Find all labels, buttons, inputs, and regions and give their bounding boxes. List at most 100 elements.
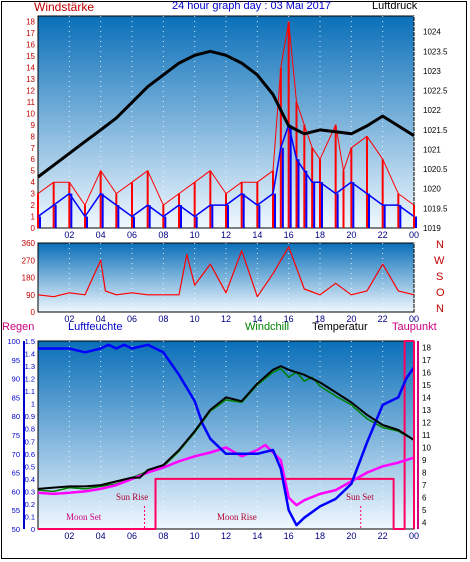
x-tick-label: 08 [158, 531, 168, 541]
x-tick-label: 06 [127, 314, 137, 324]
wind-tick-label: 7 [31, 144, 36, 153]
legend-dewpoint: Taupunkt [392, 321, 437, 333]
temperature-tick-label: 14 [422, 393, 431, 402]
plot-area-2 [37, 242, 415, 313]
pressure-tick-label: 1021 [423, 145, 441, 154]
wind-tick-label: 6 [31, 155, 36, 164]
wind-tick-label: 15 [26, 52, 35, 61]
legend-rain: Regen [2, 321, 35, 333]
wind-tick-label: 16 [26, 41, 35, 50]
x-tick-label: 12 [221, 314, 231, 324]
luftfeuchte-line [38, 343, 416, 527]
x-tick-label: 04 [96, 531, 106, 541]
moon-rise-label: Moon Rise [217, 512, 257, 522]
direction-tick-label: 360 [22, 239, 36, 248]
right-axis-title: Luftdruck [372, 0, 418, 12]
x-tick-label: 04 [96, 230, 106, 240]
pressure-tick-label: 1023.5 [423, 47, 448, 56]
plot-area-3 [37, 340, 415, 530]
sun-set-label: Sun Set [346, 492, 374, 502]
compass-west: W [434, 255, 445, 267]
rain-tick-label: 1.2 [25, 375, 35, 384]
pressure-tick-label: 1022 [423, 106, 441, 115]
temperature-tick-label: 18 [422, 343, 431, 352]
temperature-tick-label: 6 [422, 494, 427, 503]
x-tick-label: 18 [315, 531, 325, 541]
x-tick-label: 22 [378, 230, 388, 240]
temperature-tick-label: 10 [422, 444, 431, 453]
rain-tick-label: 0.1 [25, 512, 35, 521]
rain-tick-label: 1.4 [25, 350, 35, 359]
wind-tick-label: 0 [31, 224, 36, 233]
rain-tick-label: 0.8 [25, 425, 35, 434]
x-tick-label: 16 [284, 314, 294, 324]
legend-humidity: Luftfeuchte [68, 321, 123, 333]
temperature-tick-label: 16 [422, 368, 431, 377]
temperature-tick-label: 15 [422, 381, 431, 390]
wind-tick-label: 3 [31, 190, 36, 199]
taupunkt-line [37, 443, 415, 507]
pressure-tick-label: 1023 [423, 67, 441, 76]
rain-tick-label: 1.5 [25, 337, 35, 346]
wind-average-line [37, 124, 415, 218]
compass-east: O [436, 287, 445, 299]
rain-tick-label: 0 [31, 525, 35, 534]
pressure-tick-label: 1020.5 [423, 165, 448, 174]
x-tick-label: 00 [409, 531, 419, 541]
humidity-tick-label: 90 [12, 375, 20, 384]
rain-tick-label: 0.4 [25, 475, 35, 484]
rain-tick-label: 1.3 [25, 362, 35, 371]
x-tick-label: 14 [252, 531, 262, 541]
x-tick-label: 22 [378, 531, 388, 541]
x-tick-label: 12 [221, 531, 231, 541]
humidity-tick-label: 50 [12, 525, 20, 534]
wind-tick-label: 10 [26, 109, 35, 118]
compass-north-bottom: N [436, 303, 444, 315]
humidity-tick-label: 55 [12, 506, 20, 515]
pressure-tick-label: 1019.5 [423, 204, 448, 213]
wind-tick-label: 1 [31, 213, 36, 222]
pressure-tick-label: 1021.5 [423, 126, 448, 135]
chart-title: 24 hour graph day : 03 Mai 2017 [172, 0, 332, 12]
x-tick-label: 10 [190, 531, 200, 541]
humidity-tick-label: 65 [12, 469, 20, 478]
wind-tick-label: 11 [27, 98, 36, 107]
rain-tick-label: 1 [31, 400, 35, 409]
pressure-tick-label: 1019 [423, 224, 441, 233]
rain-tick-label: 1.1 [25, 387, 35, 396]
temperature-tick-label: 4 [422, 519, 427, 528]
humidity-tick-label: 60 [12, 487, 20, 496]
wind-tick-label: 5 [31, 167, 36, 176]
x-tick-label: 16 [284, 230, 294, 240]
wind-tick-label: 12 [26, 86, 35, 95]
legend-windchill: Windchill [245, 321, 290, 333]
x-tick-label: 12 [221, 230, 231, 240]
rain-tick-label: 0.3 [25, 487, 35, 496]
x-tick-label: 02 [64, 230, 74, 240]
wind-tick-label: 9 [31, 121, 36, 130]
wind-direction-line [37, 246, 415, 298]
sonne-line [38, 340, 414, 530]
temperature-tick-label: 5 [422, 506, 427, 515]
wind-tick-label: 13 [26, 75, 35, 84]
wind-tick-label: 4 [31, 178, 36, 187]
temperature-tick-label: 17 [422, 356, 431, 365]
rain-tick-label: 0.7 [25, 437, 35, 446]
x-tick-label: 06 [127, 230, 137, 240]
humidity-tick-label: 80 [12, 412, 20, 421]
pressure-tick-label: 1020 [423, 185, 441, 194]
x-tick-label: 14 [252, 230, 262, 240]
sun-rise-label: Sun Rise [116, 492, 148, 502]
temperatur-line [37, 365, 415, 490]
compass-north-top: N [436, 239, 444, 251]
humidity-tick-label: 70 [12, 450, 20, 459]
x-tick-label: 20 [346, 531, 356, 541]
legend-temperature: Temperatur [312, 321, 368, 333]
pressure-tick-label: 1022.5 [423, 87, 448, 96]
x-tick-label: 02 [64, 531, 74, 541]
x-tick-label: 04 [96, 314, 106, 324]
rain-tick-label: 0.6 [25, 450, 35, 459]
humidity-tick-label: 95 [12, 356, 20, 365]
left-axis-title: Windstärke [34, 0, 95, 14]
